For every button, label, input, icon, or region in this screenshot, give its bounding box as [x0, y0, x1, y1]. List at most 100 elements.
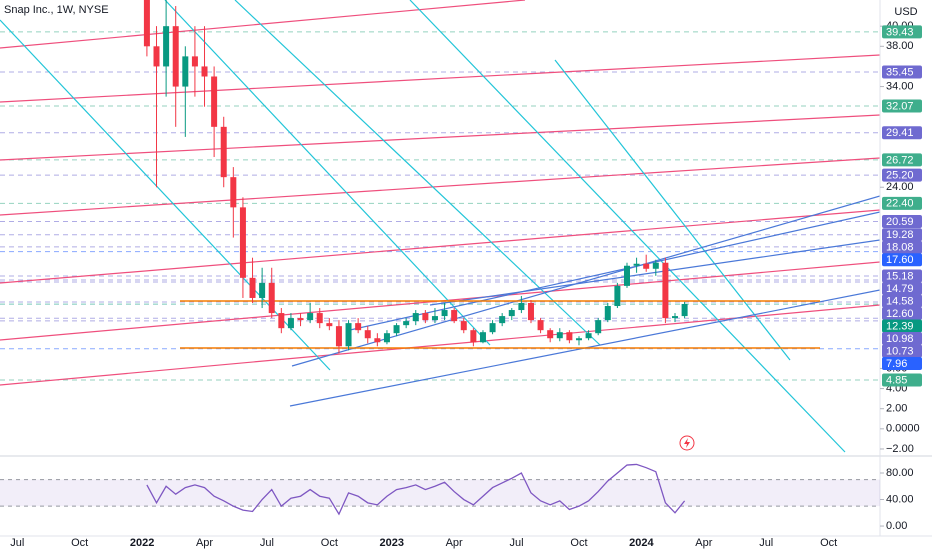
- candle-body: [662, 262, 669, 319]
- candle-body: [211, 76, 218, 127]
- y-tick-label: 0.0000: [886, 423, 920, 435]
- price-badge-label: 12.60: [886, 308, 914, 320]
- price-badge-label: 39.43: [886, 26, 914, 38]
- candle-body: [259, 282, 266, 298]
- price-badge-label: 26.72: [886, 154, 914, 166]
- price-badge-label: 17.60: [886, 254, 914, 266]
- price-badge-label: 19.28: [886, 229, 914, 241]
- x-tick-label: 2022: [130, 537, 154, 549]
- price-badge: [882, 294, 922, 308]
- candle-body: [604, 306, 611, 321]
- price-badge-label: 15.18: [886, 270, 914, 282]
- candle-body: [239, 207, 246, 278]
- candle-body: [633, 263, 640, 266]
- price-badge-label: 29.41: [886, 127, 914, 139]
- candle-body: [153, 46, 160, 67]
- candle-body: [268, 282, 275, 314]
- candle-body: [278, 313, 285, 329]
- candle-body: [326, 323, 333, 327]
- rsi-tick-label: 0.00: [886, 520, 907, 532]
- x-tick-label: Apr: [446, 537, 463, 549]
- x-tick-label: Oct: [321, 537, 338, 549]
- price-badge: [882, 168, 922, 182]
- candle-body: [431, 316, 438, 321]
- price-badge-label: 25.20: [886, 170, 914, 182]
- y-tick-label: 38.00: [886, 40, 914, 52]
- candle-body: [508, 310, 515, 317]
- y-tick-label: 34.00: [886, 80, 914, 92]
- candle-body: [527, 302, 534, 321]
- candle-body: [623, 265, 630, 286]
- candle-body: [163, 26, 170, 67]
- price-badge: [882, 65, 922, 79]
- price-badge-label: 22.40: [886, 198, 914, 210]
- y-tick-label: −2.00: [886, 443, 914, 455]
- event-icon-bolt: [684, 438, 690, 448]
- candle-body: [575, 338, 582, 341]
- candle-body: [403, 321, 410, 326]
- candle-body: [345, 323, 352, 347]
- orange-levels: [180, 300, 820, 349]
- candle-body: [566, 332, 573, 341]
- candle-body: [643, 263, 650, 269]
- price-badge-label: 4.85: [886, 374, 907, 386]
- candle-body: [422, 313, 429, 321]
- price-badge: [882, 126, 922, 140]
- candle-body: [489, 323, 496, 333]
- candle-body: [297, 318, 304, 321]
- candle-body: [681, 304, 688, 317]
- candle-body: [201, 66, 208, 77]
- price-badge: [882, 344, 922, 358]
- x-tick-label: Oct: [570, 537, 587, 549]
- x-tick-label: Apr: [196, 537, 213, 549]
- candles: [143, 0, 688, 354]
- currency: USD: [894, 6, 917, 18]
- price-badge: [882, 332, 922, 346]
- price-badge: [882, 269, 922, 283]
- candle-body: [672, 316, 679, 319]
- x-tick-label: Jul: [510, 537, 524, 549]
- candle-body: [595, 320, 602, 334]
- price-badge-label: 20.59: [886, 216, 914, 228]
- candle-body: [249, 277, 256, 298]
- price-badge-label: 18.08: [886, 242, 914, 254]
- price-badge: [882, 373, 922, 387]
- price-badge: [882, 253, 922, 267]
- x-tick-label: 2024: [629, 537, 654, 549]
- price-badge-label: 14.58: [886, 295, 914, 307]
- x-tick-label: Oct: [820, 537, 837, 549]
- candle-body: [335, 326, 342, 347]
- candle-body: [652, 262, 659, 269]
- x-tick-label: Apr: [695, 537, 712, 549]
- price-badge: [882, 215, 922, 229]
- x-tick-label: Oct: [71, 537, 88, 549]
- candle-body: [220, 126, 227, 178]
- candle-body: [451, 310, 458, 322]
- candle-body: [307, 313, 314, 321]
- candle-body: [585, 333, 592, 339]
- price-badge-label: 35.45: [886, 66, 914, 78]
- candle-body: [518, 302, 525, 311]
- candle-body: [412, 313, 419, 322]
- rsi-pane: 80.00 40.00 0.00: [0, 463, 914, 532]
- candle-body: [355, 323, 362, 331]
- candle-body: [182, 56, 189, 87]
- price-badge: [882, 99, 922, 113]
- x-tick-label: 2023: [380, 537, 404, 549]
- price-badge-label: 14.79: [886, 283, 914, 295]
- price-badge-label: 10.73: [886, 345, 914, 357]
- candle-body: [499, 316, 506, 324]
- candle-body: [393, 325, 400, 334]
- price-badge: [882, 196, 922, 210]
- candle-body: [143, 0, 150, 47]
- candle-body: [230, 177, 237, 208]
- candle-body: [556, 332, 563, 339]
- candle-body: [172, 26, 179, 87]
- candle-body: [479, 332, 486, 343]
- candle-body: [374, 338, 381, 343]
- candle-body: [470, 330, 477, 343]
- price-badge-label: 12.39: [886, 320, 914, 332]
- candle-body: [547, 330, 554, 339]
